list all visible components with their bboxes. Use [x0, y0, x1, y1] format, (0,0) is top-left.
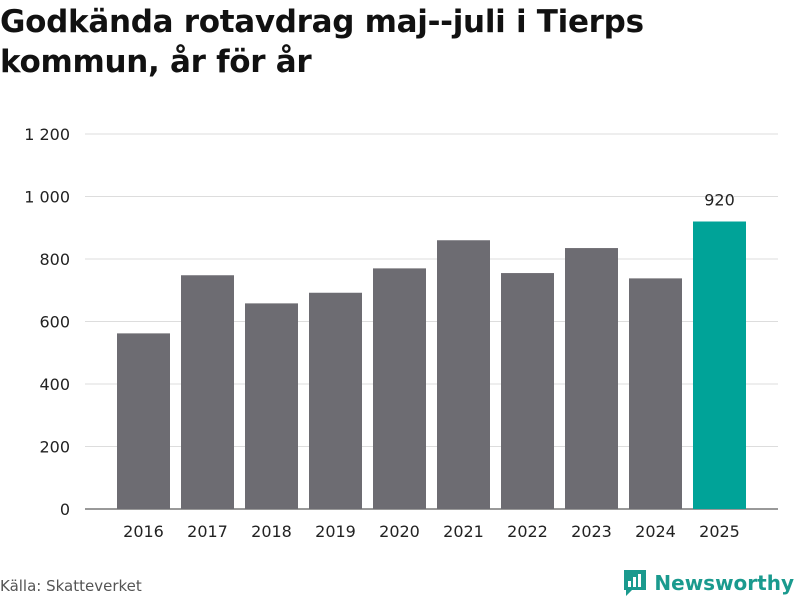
bar [117, 333, 170, 509]
x-tick-label: 2022 [507, 522, 548, 541]
brand-logo: Newsworthy [622, 568, 794, 598]
source-note: Källa: Skatteverket [0, 577, 142, 595]
x-tick-label: 2025 [699, 522, 740, 541]
x-tick-label: 2023 [571, 522, 612, 541]
x-tick-label: 2020 [379, 522, 420, 541]
x-tick-label: 2016 [123, 522, 164, 541]
bar [309, 292, 362, 509]
bar [437, 240, 490, 509]
x-tick-label: 2018 [251, 522, 292, 541]
y-tick-label: 800 [39, 250, 70, 269]
x-tick-label: 2017 [187, 522, 228, 541]
bar [565, 248, 618, 509]
data-labels: 920 [704, 191, 735, 210]
bars [117, 221, 746, 509]
bar [629, 278, 682, 509]
y-axis-ticks: 0 200 400 600 800 1 000 1 200 [24, 125, 70, 519]
newsworthy-logo-icon [624, 570, 647, 596]
x-tick-label: 2024 [635, 522, 676, 541]
x-tick-label: 2021 [443, 522, 484, 541]
data-label: 920 [704, 191, 735, 210]
bar [181, 275, 234, 509]
y-tick-label: 200 [39, 438, 70, 457]
x-tick-label: 2019 [315, 522, 356, 541]
y-tick-label: 1 000 [24, 188, 70, 207]
y-tick-label: 400 [39, 375, 70, 394]
y-tick-label: 0 [60, 500, 70, 519]
x-axis-ticks: 2016 2017 2018 2019 2020 2021 2022 2023 2024 2025 [123, 522, 740, 541]
y-tick-label: 1 200 [24, 125, 70, 144]
chart-title: Godkända rotavdrag maj--juli i Tierps ko… [0, 4, 644, 80]
bar [373, 268, 426, 509]
bar [245, 303, 298, 509]
y-tick-label: 600 [39, 313, 70, 332]
brand-name: Newsworthy [654, 571, 794, 595]
bar [501, 273, 554, 509]
bar [693, 221, 746, 509]
